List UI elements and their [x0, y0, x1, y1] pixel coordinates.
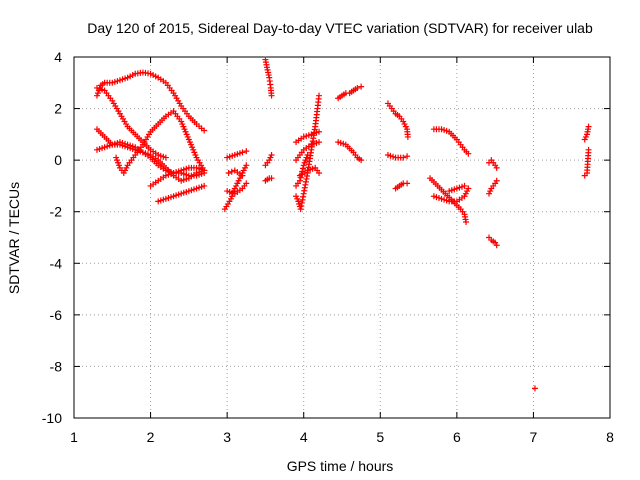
data-point: [298, 203, 305, 210]
data-point: [304, 151, 311, 158]
y-tick-label: -6: [50, 307, 63, 323]
data-point: [298, 171, 305, 178]
data-point: [239, 172, 246, 179]
x-tick-label: 4: [300, 429, 308, 445]
data-point: [585, 123, 592, 130]
data-point: [493, 164, 500, 171]
data-point: [493, 242, 500, 249]
data-point: [316, 139, 323, 146]
data-point: [299, 196, 306, 203]
data-point: [404, 153, 411, 160]
axis-ticks: 1 2 3 4 5 6 7 8 -10 -8 -6 -4 -2 0 2 4: [42, 49, 614, 445]
y-tick-label: 0: [54, 152, 62, 168]
data-point: [225, 170, 232, 177]
plot-area-border: [73, 56, 611, 419]
data-point: [297, 174, 304, 181]
data-point: [201, 182, 208, 189]
x-tick-label: 3: [223, 429, 231, 445]
y-tick-label: -4: [50, 255, 63, 271]
y-tick-label: 2: [54, 101, 62, 117]
data-point: [299, 168, 306, 175]
grid: [74, 57, 610, 418]
x-tick-label: 1: [70, 429, 78, 445]
data-point: [404, 180, 411, 187]
data-point: [316, 92, 323, 99]
data-point: [299, 165, 306, 172]
data-point: [268, 92, 275, 99]
data-point: [300, 193, 307, 200]
data-point: [162, 154, 169, 161]
data-point: [493, 177, 500, 184]
data-point: [243, 180, 250, 187]
x-axis-title: GPS time / hours: [287, 458, 394, 474]
data-point: [201, 127, 208, 134]
x-tick-label: 8: [606, 429, 614, 445]
y-tick-label: -2: [50, 204, 63, 220]
data-point: [585, 146, 592, 153]
data-point: [400, 154, 407, 161]
data-point: [268, 151, 275, 158]
x-tick-label: 6: [453, 429, 461, 445]
y-tick-label: 4: [54, 49, 62, 65]
x-tick-label: 7: [530, 429, 538, 445]
data-point: [465, 185, 472, 192]
data-markers: [93, 56, 592, 392]
data-point: [239, 149, 246, 156]
y-axis-title: SDTVAR / TECUs: [6, 182, 22, 294]
data-point: [461, 182, 468, 189]
x-tick-label: 2: [147, 429, 155, 445]
x-tick-label: 5: [376, 429, 384, 445]
data-point: [358, 157, 365, 164]
data-point: [358, 83, 365, 90]
data-point: [201, 167, 208, 174]
data-point: [531, 385, 538, 392]
data-point: [298, 199, 305, 206]
data-point: [463, 219, 470, 226]
data-point: [268, 175, 275, 182]
y-tick-label: -8: [50, 358, 63, 374]
data-point: [316, 170, 323, 177]
data-point: [465, 150, 472, 157]
data-point: [404, 133, 411, 140]
data-point: [228, 168, 235, 175]
data-point: [316, 128, 323, 135]
y-tick-label: -10: [42, 410, 62, 426]
data-point: [243, 148, 250, 155]
data-point: [297, 206, 304, 213]
data-point: [296, 177, 303, 184]
chart-title: Day 120 of 2015, Sidereal Day-to-day VTE…: [87, 20, 593, 36]
data-point: [354, 84, 361, 91]
data-point: [243, 162, 250, 169]
